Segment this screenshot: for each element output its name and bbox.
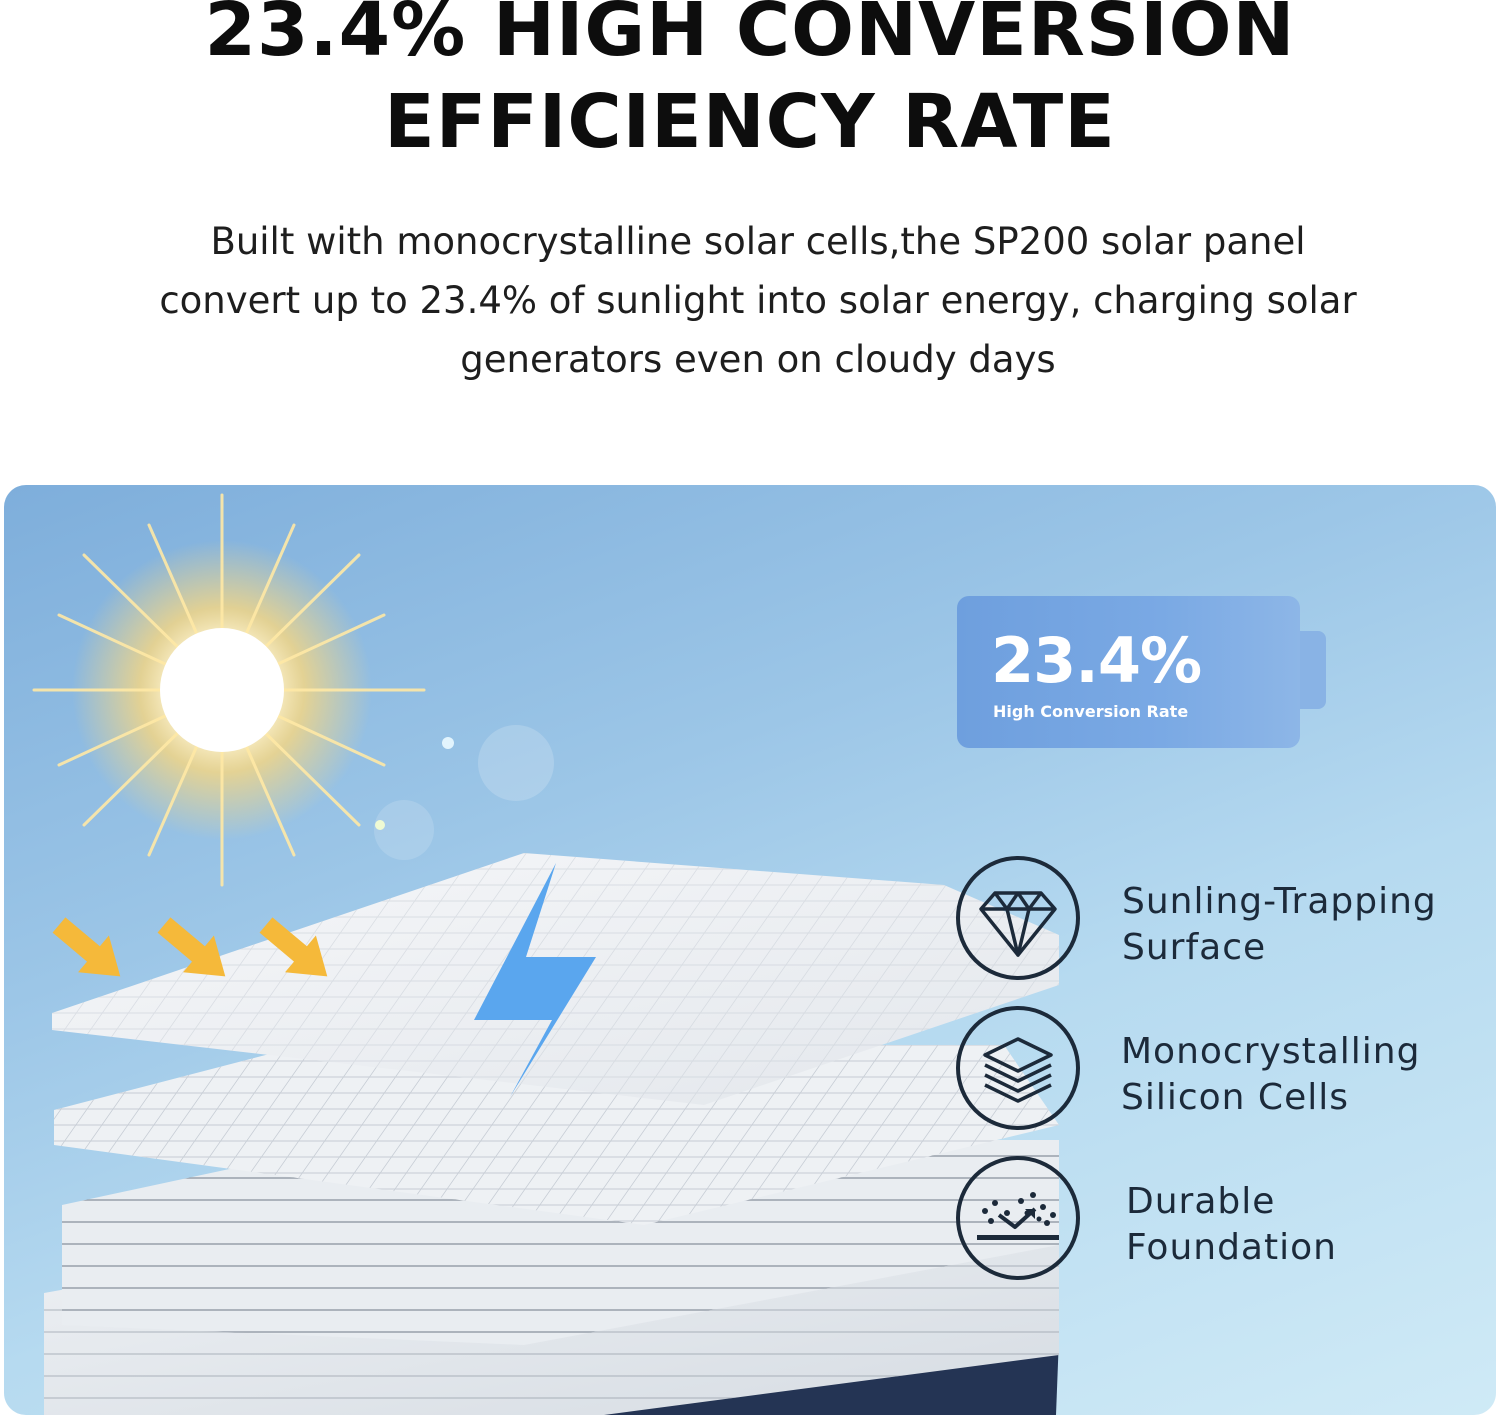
feature-label: Durable Foundation xyxy=(1126,1179,1337,1271)
diamond-icon xyxy=(956,856,1080,980)
sun-icon xyxy=(32,493,426,887)
feature-line-2: Surface xyxy=(1122,927,1267,968)
feature-label: Monocrystalling Silicon Cells xyxy=(1121,1029,1420,1121)
description-line-3: generators even on cloudy days xyxy=(460,338,1056,381)
feature-durable-foundation: Durable Foundation xyxy=(955,1155,1475,1285)
description-line-2: convert up to 23.4% of sunlight into sol… xyxy=(159,279,1357,322)
feature-line-1: Monocrystalling xyxy=(1121,1031,1421,1072)
layers-icon xyxy=(956,1006,1080,1130)
feature-line-2: Silicon Cells xyxy=(1121,1077,1349,1118)
feature-line-1: Durable xyxy=(1126,1181,1276,1222)
feature-silicon-cells: Monocrystalling Silicon Cells xyxy=(955,1005,1475,1135)
foundation-icon xyxy=(956,1156,1080,1280)
feature-label: Sunling-Trapping Surface xyxy=(1122,879,1437,971)
title-line-1: 23.4% HIGH CONVERSION xyxy=(204,0,1296,73)
page-title: 23.4% HIGH CONVERSION EFFICIENCY RATE xyxy=(0,0,1500,168)
description-line-1: Built with monocrystalline solar cells,t… xyxy=(210,220,1306,263)
feature-line-2: Foundation xyxy=(1126,1227,1337,1268)
title-line-2: EFFICIENCY RATE xyxy=(384,79,1116,165)
sunlight-arrow-icons xyxy=(52,917,328,977)
conversion-rate-badge: 23.4% High Conversion Rate xyxy=(957,596,1300,748)
lightning-bolt-icon xyxy=(474,863,596,1097)
feature-sunlight-trapping: Sunling-Trapping Surface xyxy=(955,855,1475,985)
battery-tip xyxy=(1300,631,1326,709)
solar-scene xyxy=(32,493,1059,1415)
solar-illustration: 23.4% High Conversion Rate Sunling-Trapp… xyxy=(4,485,1496,1415)
badge-label: High Conversion Rate xyxy=(993,702,1189,721)
description: Built with monocrystalline solar cells,t… xyxy=(100,212,1416,389)
badge-value: 23.4% xyxy=(991,624,1202,697)
feature-line-1: Sunling-Trapping xyxy=(1122,881,1437,922)
